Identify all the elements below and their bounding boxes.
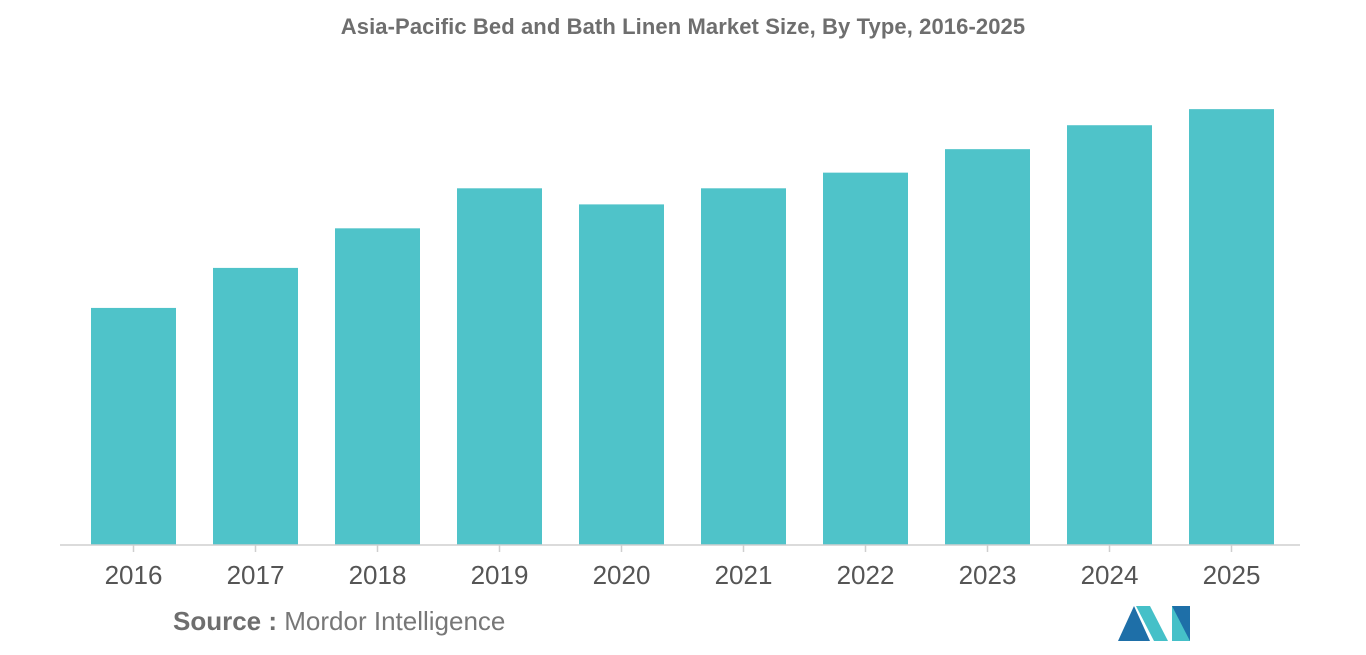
x-axis-ticks [132,545,1233,552]
bar-2023 [945,149,1030,545]
x-tick-label-2016: 2016 [105,560,163,590]
bar-2018 [335,228,420,545]
bar-2024 [1067,125,1152,545]
x-tick-label-2017: 2017 [227,560,285,590]
bar-2025 [1189,109,1274,545]
bar-2020 [579,204,664,545]
source-caption: Source : Mordor Intelligence [173,606,505,637]
x-tick-label-2021: 2021 [715,560,773,590]
x-tick-label-2019: 2019 [471,560,529,590]
x-tick-label-2024: 2024 [1081,560,1139,590]
logo-middle-shape [1136,606,1168,641]
x-tick-label-2023: 2023 [959,560,1017,590]
logo-left-shape [1118,606,1150,641]
bar-2017 [213,267,298,545]
source-text: Mordor Intelligence [284,606,506,636]
bar-chart: 2016 2017 2018 2019 2020 2021 2022 2023 2024 2025 [60,109,1300,590]
bar-2021 [701,188,786,546]
bars-group [91,109,1274,546]
logo-accent-shape [1172,606,1190,641]
x-tick-label-2025: 2025 [1203,560,1261,590]
bar-2019 [457,188,542,546]
bar-2022 [823,172,908,545]
source-label: Source : [173,606,278,636]
x-tick-label-2018: 2018 [349,560,407,590]
mordor-intelligence-logo-icon [1118,606,1190,641]
x-tick-label-2020: 2020 [593,560,651,590]
x-axis-labels: 2016 2017 2018 2019 2020 2021 2022 2023 2024 2025 [105,560,1261,590]
chart-title: Asia-Pacific Bed and Bath Linen Market S… [340,14,1026,39]
bar-2016 [91,307,176,545]
x-tick-label-2022: 2022 [837,560,895,590]
